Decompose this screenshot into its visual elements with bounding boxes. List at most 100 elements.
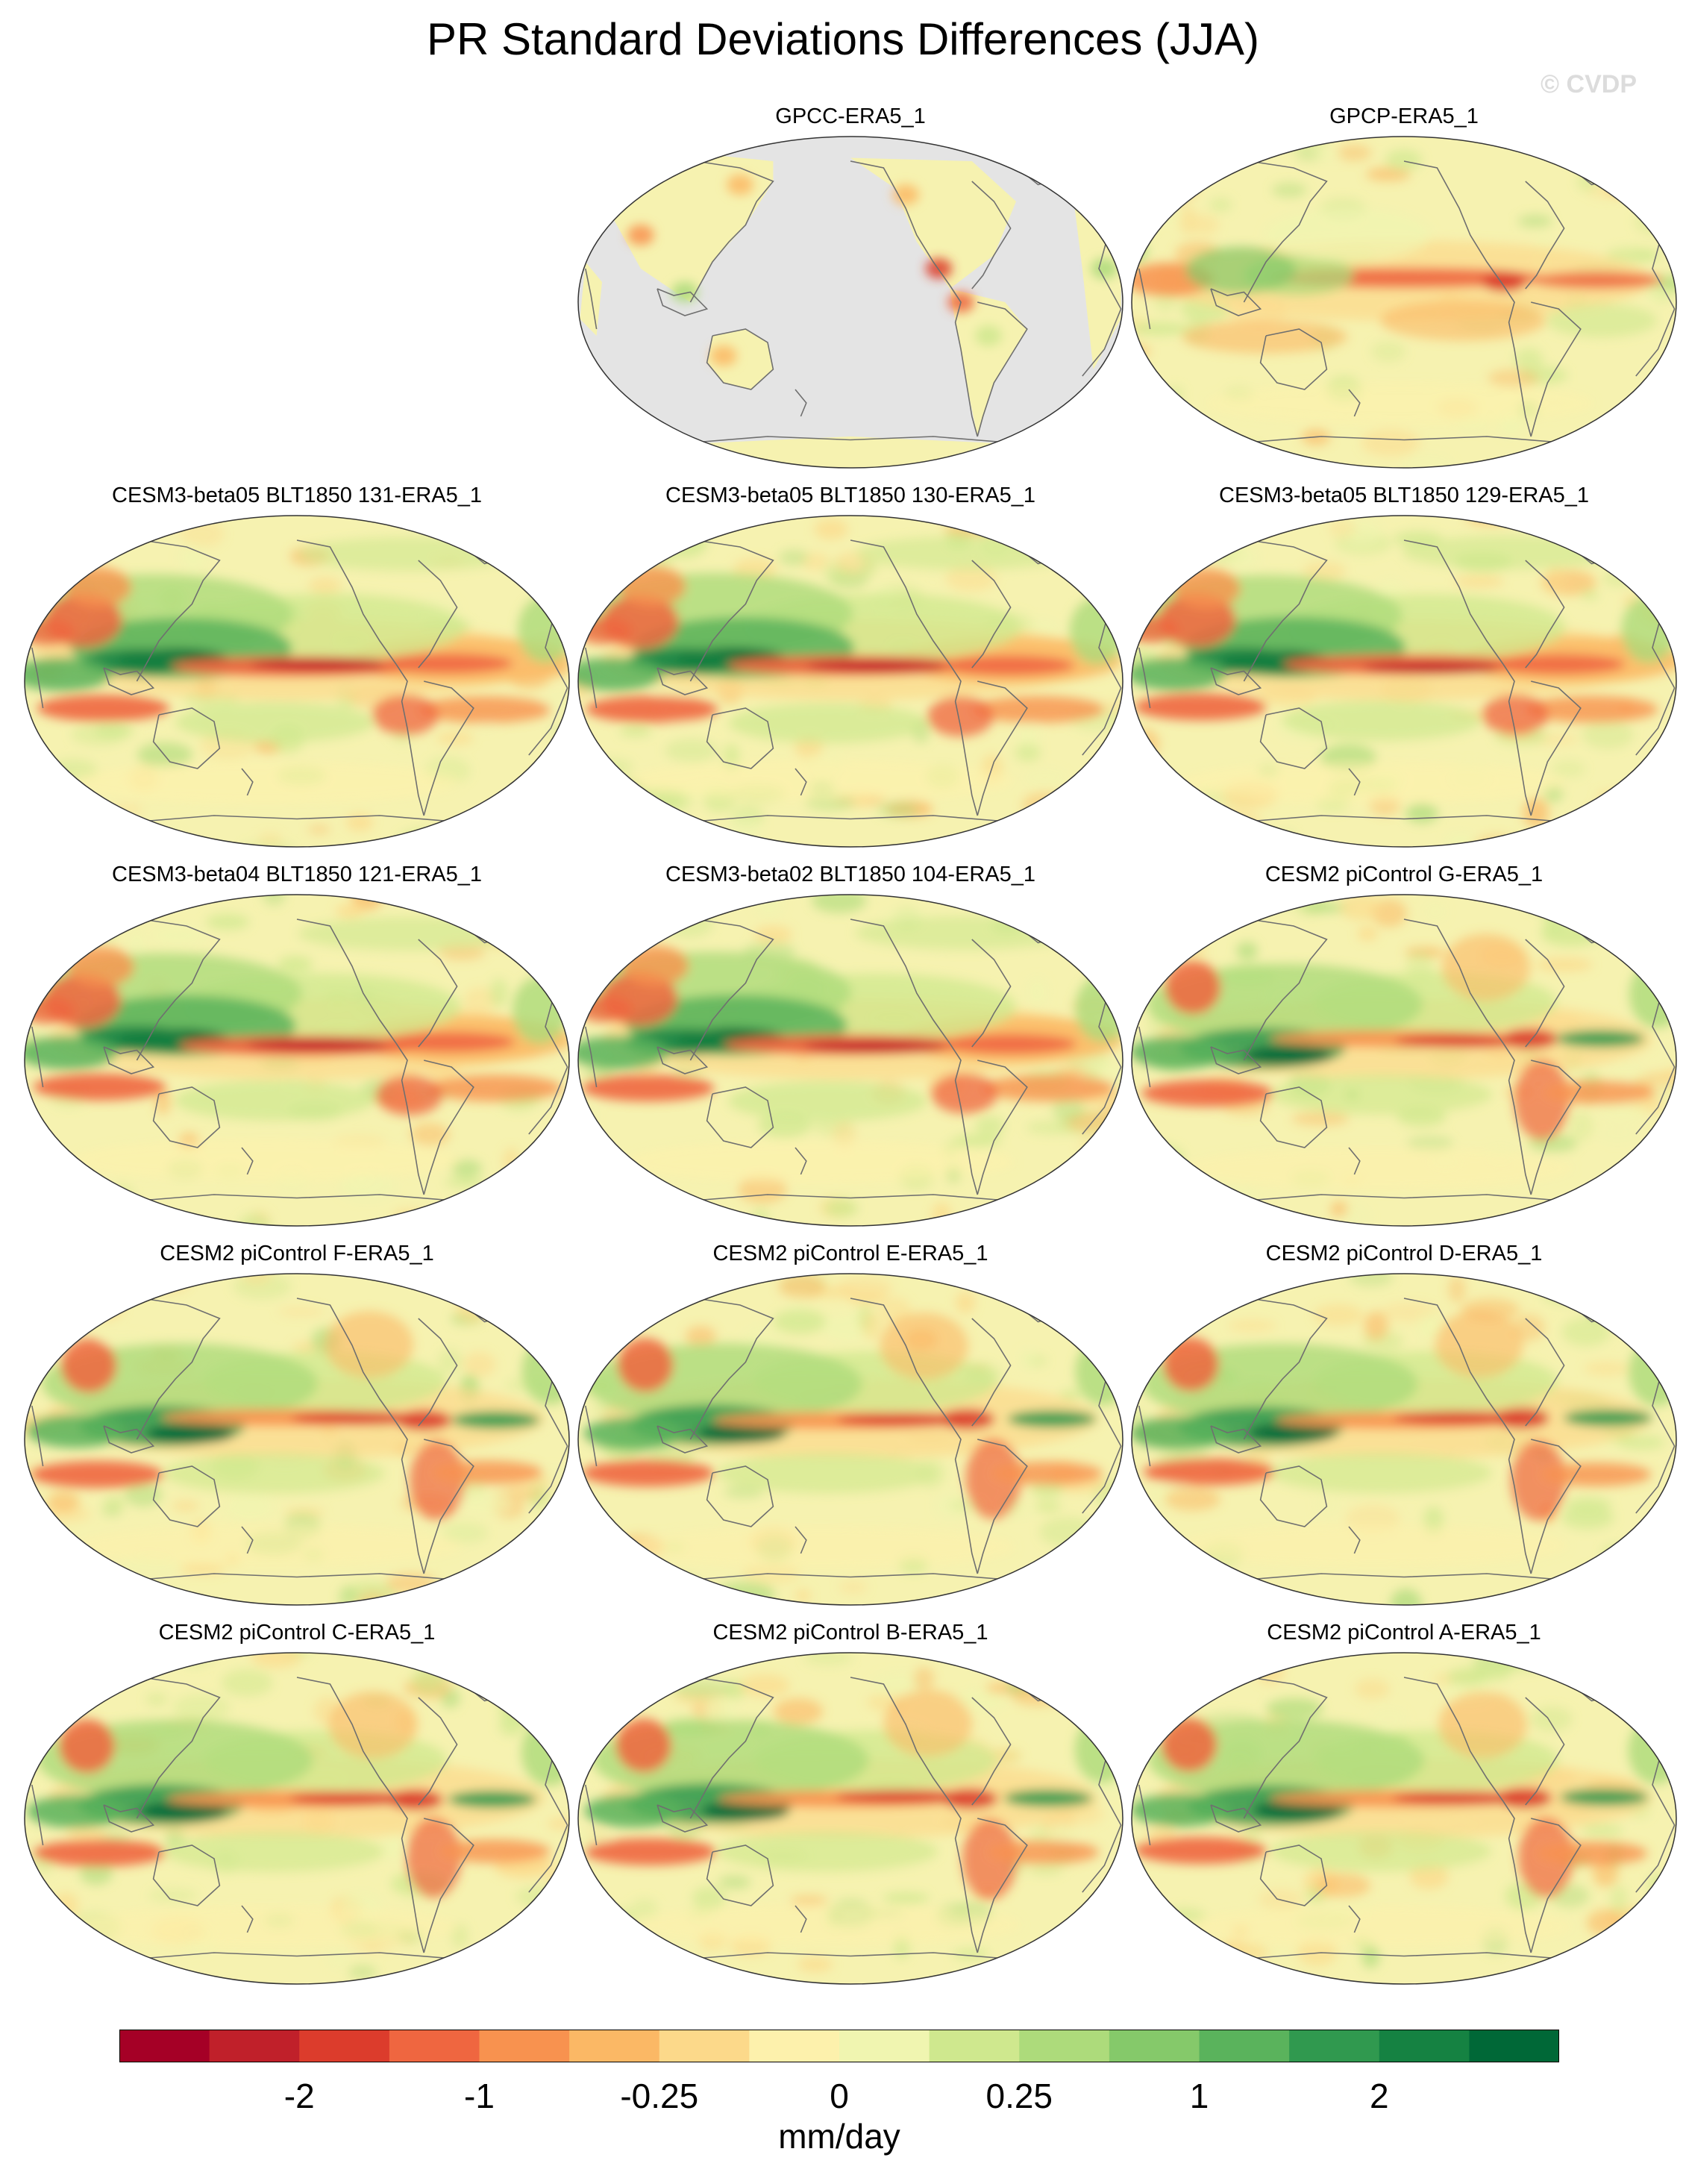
coastline (1403, 539, 1504, 665)
colorbar-bin (1199, 2030, 1290, 2062)
anomaly-speckle (1282, 1976, 1306, 1984)
anomaly-speckle (697, 1274, 728, 1298)
anomaly-spot (709, 345, 737, 366)
coastline (103, 1046, 155, 1074)
anomaly-speckle (411, 1666, 446, 1695)
anomaly-speckle (25, 538, 44, 551)
anomaly-speckle (1593, 1859, 1619, 1887)
map-pic-a (1131, 1652, 1677, 1985)
colorbar-bin (749, 2030, 840, 2062)
anomaly-feature (64, 566, 131, 607)
panel-title: CESM2 piControl F-ERA5_1 (160, 1242, 434, 1265)
anomaly-speckle (1445, 833, 1476, 847)
map-border (1131, 1652, 1677, 1985)
anomaly-feature (618, 1338, 674, 1392)
map-b02-104 (577, 894, 1124, 1227)
anomaly-speckle (1313, 1304, 1364, 1326)
anomaly-speckle (1405, 804, 1438, 823)
map-pic-g (1131, 894, 1677, 1227)
anomaly-speckle (1488, 369, 1539, 388)
anomaly-speckle (1606, 172, 1627, 196)
anomaly-speckle (862, 1311, 882, 1340)
coastline (131, 1194, 463, 1202)
anomaly-feature (1435, 1310, 1523, 1378)
anomaly-speckle (240, 1274, 272, 1285)
anomaly-feature (1143, 1458, 1276, 1486)
anomaly-feature (615, 1718, 671, 1773)
map-pic-f (24, 1273, 570, 1606)
anomaly-speckle (643, 1978, 674, 1984)
coastline (423, 680, 474, 816)
anomaly-speckle (1661, 895, 1676, 907)
anomaly-speckle (1468, 1665, 1511, 1682)
anomaly-speckle (1564, 1496, 1612, 1514)
anomaly-speckle (180, 519, 225, 548)
anomaly-speckle (251, 1653, 302, 1668)
anomaly-speckle (1584, 1362, 1629, 1376)
anomaly-feature (728, 703, 928, 744)
anomaly-speckle (1564, 137, 1593, 164)
coastline (1259, 707, 1328, 769)
anomaly-spot (925, 258, 953, 279)
anomaly-feature (941, 655, 1075, 676)
anomaly-speckle (222, 1669, 273, 1697)
anomaly-speckle (1528, 903, 1571, 913)
anomaly-speckle (1017, 719, 1041, 749)
anomaly-speckle (29, 1656, 81, 1675)
anomaly-feature (1560, 1789, 1649, 1806)
anomaly-speckle (1184, 943, 1207, 959)
anomaly-feature (621, 945, 689, 986)
anomaly-speckle (109, 804, 144, 816)
colorbar-bin (1469, 2030, 1560, 2062)
anomaly-speckle (619, 725, 652, 736)
map-b04-121 (24, 894, 570, 1227)
anomaly-speckle (1157, 1556, 1176, 1583)
anomaly-speckle (623, 531, 656, 555)
anomaly-feature (1003, 1789, 1093, 1807)
anomaly-feature (328, 1691, 418, 1759)
anomaly-speckle (839, 1580, 868, 1595)
anomaly-speckle (1645, 290, 1669, 301)
anomaly-speckle (1424, 902, 1446, 921)
panel-title: CESM2 piControl G-ERA5_1 (1264, 863, 1544, 886)
coastline (1259, 328, 1328, 390)
anomaly-speckle (1132, 1558, 1144, 1586)
anomaly-feature (581, 1459, 715, 1487)
coastline (152, 1465, 221, 1527)
anomaly-speckle (501, 1573, 554, 1598)
anomaly-speckle (778, 1274, 826, 1299)
panel-pic-b: CESM2 piControl B-ERA5_1 (574, 1621, 1126, 1994)
anomaly-speckle (515, 1886, 568, 1907)
coastline (152, 1086, 221, 1148)
anomaly-speckle (1164, 1488, 1220, 1511)
coastline (1502, 1043, 1532, 1195)
coastline (850, 1677, 950, 1802)
anomaly-speckle (56, 1965, 82, 1984)
map-field (1132, 1653, 1676, 1984)
panel-b05-129: CESM3-beta05 BLT1850 129-ERA5_1 (1128, 484, 1680, 857)
coastline (1348, 1526, 1361, 1554)
anomaly-speckle (578, 1286, 611, 1300)
land-region (706, 329, 774, 389)
anomaly-speckle (538, 929, 569, 956)
anomaly-speckle (1349, 1274, 1394, 1286)
anomaly-feature (583, 1838, 717, 1865)
coastline (418, 1697, 458, 1806)
anomaly-feature (1134, 1837, 1267, 1864)
coastline (1530, 1439, 1582, 1574)
anomaly-speckle (125, 1653, 178, 1660)
coastline (684, 1194, 1017, 1202)
colorbar-tick-label: -2 (283, 2077, 315, 2115)
anomaly-speckle (956, 1291, 975, 1314)
coastline (977, 301, 1028, 437)
anomaly-speckle (454, 1489, 513, 1516)
anomaly-speckle (447, 1195, 500, 1216)
anomaly-feature (584, 1794, 684, 1828)
anomaly-feature (880, 1312, 968, 1380)
anomaly-feature (1392, 1792, 1526, 1806)
anomaly-speckle (665, 739, 718, 763)
panel-title: CESM2 piControl E-ERA5_1 (712, 1242, 988, 1265)
anomaly-speckle (1571, 1276, 1605, 1299)
anomaly-speckle (1079, 920, 1123, 940)
panel-pic-g: CESM2 piControl G-ERA5_1 (1128, 863, 1680, 1236)
